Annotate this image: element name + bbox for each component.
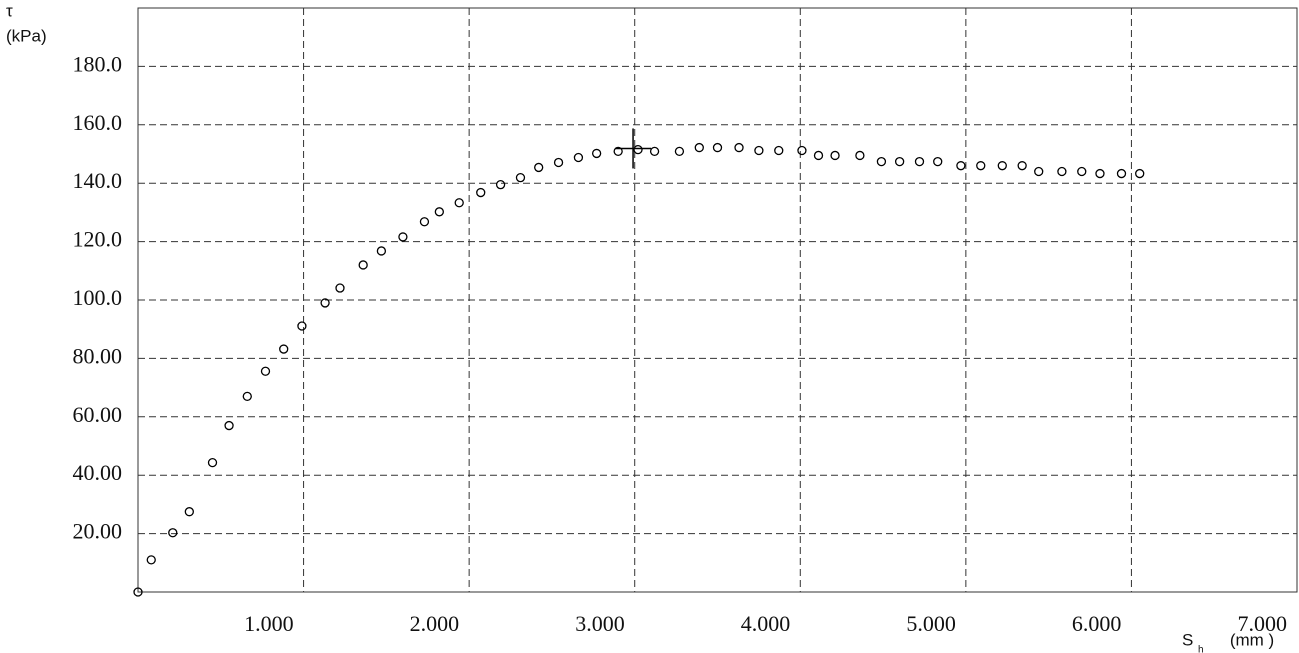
data-point [649,146,660,157]
data-point [146,555,156,565]
x-tick-label: 7.000 [1238,611,1288,636]
data-point [320,298,330,308]
x-tick-label: 1.000 [244,611,294,636]
data-point [534,162,544,173]
data-point [279,344,289,354]
y-axis-label: τ [6,1,13,20]
y-tick-label: 80.00 [73,343,123,368]
x-tick-label: 6.000 [1072,611,1122,636]
data-point [894,156,905,167]
data-point [1135,168,1145,179]
data-point [168,528,178,538]
data-point [712,142,723,153]
data-point [224,420,234,431]
data-point [613,146,623,157]
y-tick-label: 160.0 [73,110,123,135]
data-point [297,321,307,331]
data-point [1057,166,1067,177]
x-tick-label: 4.000 [741,611,791,636]
data-point [358,260,368,270]
data-point [376,246,387,256]
data-point [184,507,194,517]
data-point [419,217,430,227]
x-axis-label: S [1182,630,1193,649]
data-point [774,145,784,156]
x-tick-label: 3.000 [575,611,625,636]
data-point [734,142,744,153]
data-point [476,187,486,198]
data-point [976,161,986,171]
y-tick-label: 180.0 [73,51,123,76]
y-tick-label: 40.00 [73,460,123,485]
data-point [591,148,602,159]
data-point [515,173,526,183]
data-point [260,366,271,376]
data-point [573,152,584,163]
data-point [1017,161,1027,171]
x-axis-unit: (mm ) [1230,630,1274,649]
data-point [454,198,464,208]
data-point [797,145,807,156]
data-point [335,283,345,293]
y-tick-label: 100.0 [73,285,123,310]
data-point [1116,168,1127,179]
data-point [1095,168,1105,179]
y-tick-label: 20.00 [73,519,123,544]
data-point [933,156,943,167]
y-tick-label: 120.0 [73,227,123,252]
data-point [914,156,925,167]
data-point [997,161,1007,171]
data-point [956,161,966,171]
y-tick-label: 60.00 [73,402,123,427]
data-point [207,457,218,468]
data-point [242,391,252,402]
data-point [553,157,564,168]
x-tick-label: 2.000 [410,611,460,636]
data-point [133,587,143,597]
x-axis-subscript: h [1198,645,1204,653]
data-point [495,180,506,190]
y-tick-label: 140.0 [73,168,123,193]
data-point [1077,166,1087,177]
data-point [830,150,840,161]
data-point [876,156,887,167]
data-point [434,207,444,217]
data-point [694,142,704,153]
data-point [855,150,865,161]
data-point [633,144,643,155]
data-point [674,146,685,157]
data-point [754,145,764,156]
data-point [813,150,824,161]
data-point [398,232,408,242]
x-tick-label: 5.000 [906,611,956,636]
data-point [1034,166,1044,177]
y-axis-unit: (kPa) [6,26,47,45]
